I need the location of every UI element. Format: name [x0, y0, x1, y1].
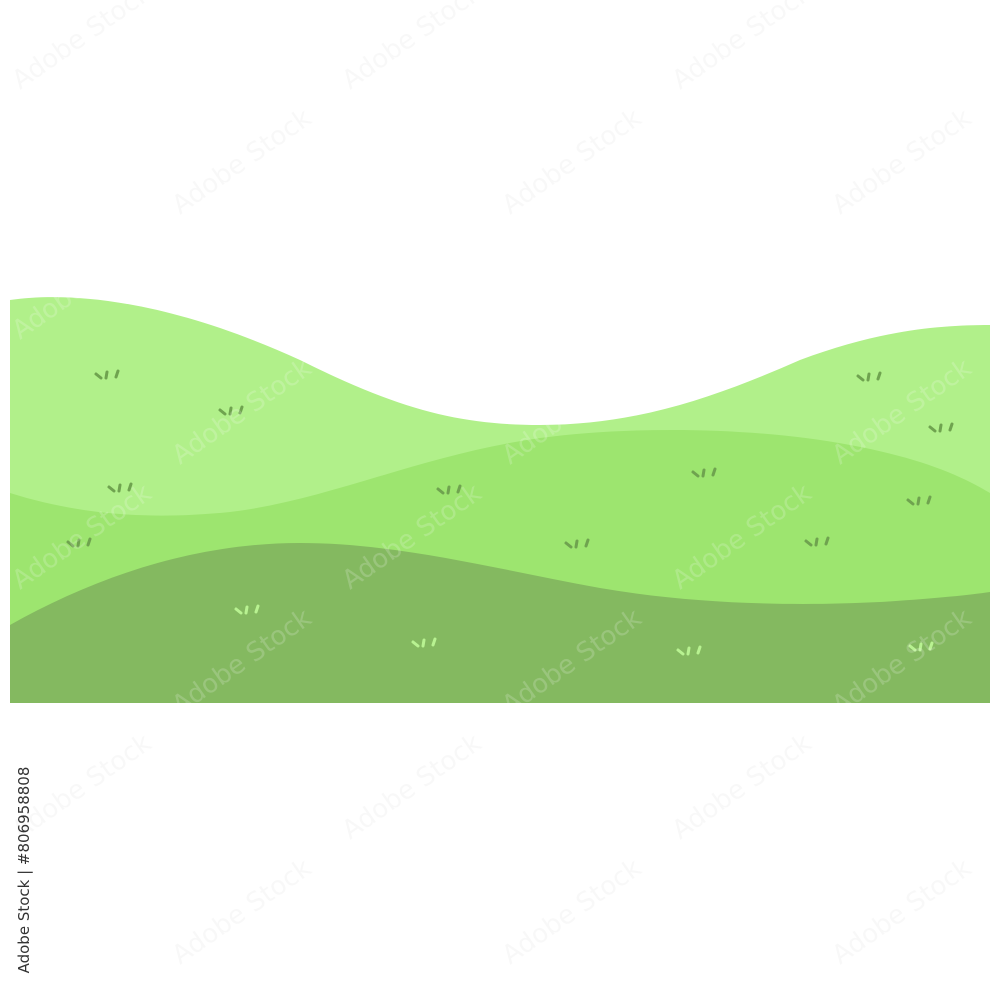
- watermark-text: Adobe Stock: [667, 728, 817, 846]
- front-hill: [10, 543, 990, 703]
- grass-tuft: [804, 536, 830, 547]
- grass-tuft: [856, 371, 882, 382]
- grass-tuft: [906, 495, 932, 506]
- grass-tufts: [66, 369, 954, 656]
- watermark-text: Adobe Stock: [667, 0, 817, 96]
- watermark-text: Adobe Stock: [7, 0, 157, 96]
- grass-tuft: [218, 405, 244, 416]
- watermark-text: Adobe Stock: [167, 103, 317, 221]
- grass-tuft: [564, 538, 590, 549]
- watermark-text: Adobe Stock: [827, 853, 977, 971]
- watermark-text: Adobe Stock: [337, 0, 487, 96]
- grass-tuft: [94, 369, 120, 380]
- watermark-text: Adobe Stock: [497, 853, 647, 971]
- watermark-text: Adobe Stock: [827, 103, 977, 221]
- stock-id-label: Adobe Stock | #806958808: [15, 766, 33, 974]
- grass-tuft: [691, 467, 717, 478]
- grass-tuft: [928, 422, 954, 433]
- grass-tuft: [66, 537, 92, 548]
- grass-tuft: [411, 637, 437, 648]
- watermark-text: Adobe Stock: [667, 228, 817, 346]
- grass-tuft: [908, 641, 934, 652]
- watermark-text: Adobe Stock: [497, 103, 647, 221]
- grass-tuft: [676, 645, 702, 656]
- grass-tuft: [234, 604, 260, 615]
- grass-tuft: [107, 482, 133, 493]
- watermark-text: Adobe Stock: [337, 228, 487, 346]
- grass-tuft: [436, 484, 462, 495]
- watermark-text: Adobe Stock: [337, 728, 487, 846]
- watermark-text: Adobe Stock: [167, 853, 317, 971]
